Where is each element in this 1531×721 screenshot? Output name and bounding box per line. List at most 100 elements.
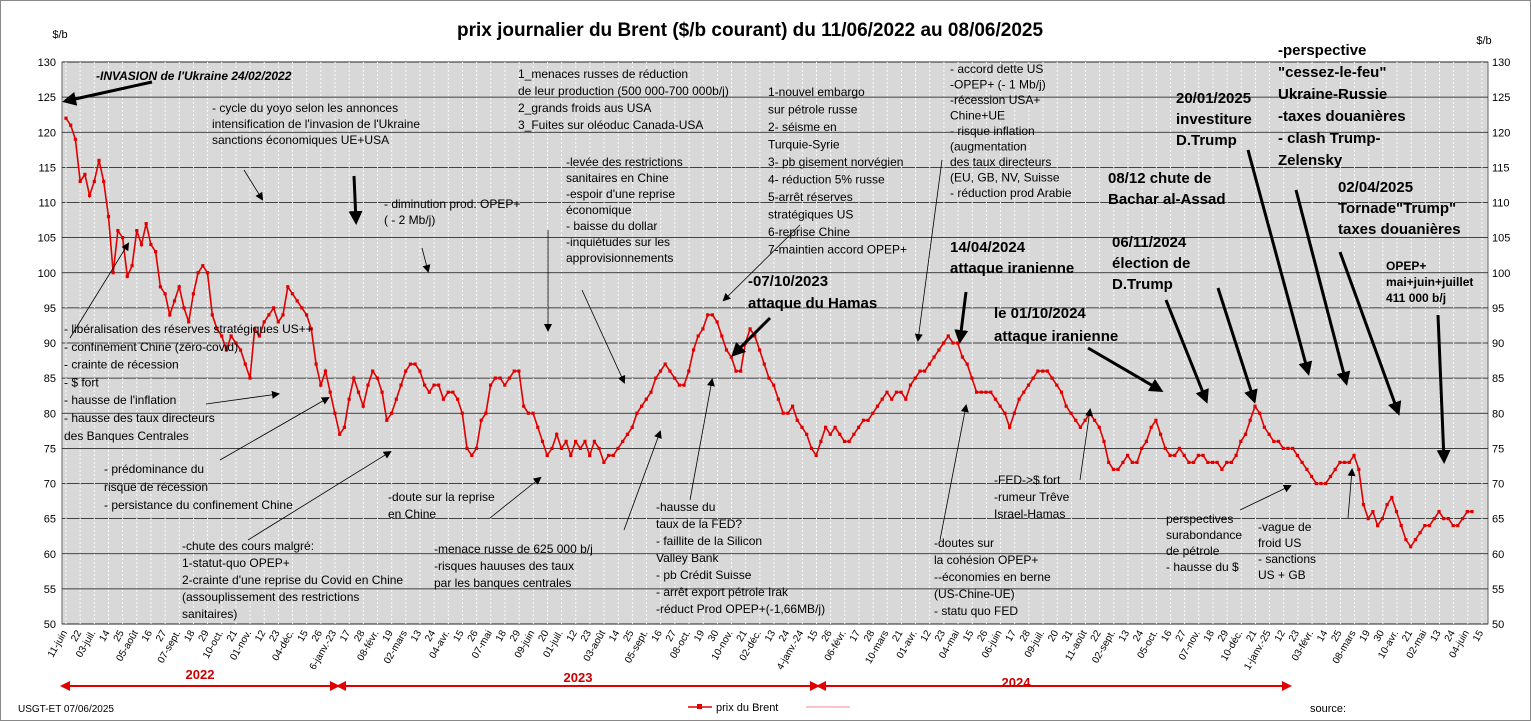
data-point — [290, 292, 295, 296]
x-tick-label: 15 — [805, 628, 820, 644]
data-point — [305, 313, 309, 317]
data-point — [1442, 517, 1446, 521]
y-tick-label-right: 110 — [1492, 198, 1510, 210]
annotation-investiture: investiture — [1176, 111, 1252, 128]
data-point — [205, 271, 210, 275]
data-point — [286, 285, 290, 289]
data-point — [220, 334, 224, 338]
x-tick-label: 20 — [1046, 628, 1061, 644]
annotation-cycle: intensification de l'invasion de l'Ukrai… — [212, 117, 420, 131]
data-point — [1427, 524, 1432, 528]
annotation-embargo: 6-reprise Chine — [768, 225, 850, 239]
data-point — [951, 341, 955, 345]
y-tick-label-left: 80 — [44, 408, 56, 420]
data-point — [998, 404, 1002, 408]
data-point — [1064, 404, 1068, 408]
data-point — [201, 264, 205, 268]
data-point — [144, 222, 148, 226]
data-point — [1163, 446, 1167, 450]
y-tick-label-left: 85 — [44, 373, 56, 385]
data-point — [423, 383, 427, 387]
x-tick-label: 14 — [97, 628, 112, 644]
data-point — [852, 432, 856, 436]
data-point — [323, 369, 328, 373]
annotation-levee: -inquiétudes sur les — [566, 235, 670, 249]
data-point — [413, 362, 417, 366]
data-point — [352, 376, 356, 380]
annotation-menaces: 2_grands froids aus USA — [518, 101, 651, 115]
x-tick-label: 24 — [423, 628, 438, 644]
annotation-menaces: 1_menaces russes de réduction — [518, 67, 688, 81]
annotation-hamas: -07/10/2023 — [748, 273, 828, 290]
data-point — [654, 376, 658, 380]
data-point — [441, 397, 445, 401]
data-point — [73, 137, 77, 141]
data-point — [1380, 517, 1384, 521]
x-tick-label: 27 — [154, 628, 169, 644]
data-point — [644, 397, 648, 401]
x-tick-label: 31 — [1060, 628, 1075, 644]
annotation-tornade: taxes douanières — [1338, 221, 1461, 238]
data-point — [229, 334, 233, 338]
data-point — [890, 397, 894, 401]
annotation-diminution: ( - 2 Mb/j) — [384, 213, 435, 227]
data-point — [899, 390, 903, 394]
annotation-investiture: 20/01/2025 — [1176, 90, 1251, 107]
data-point — [696, 334, 700, 338]
x-tick-label: 16 — [140, 628, 155, 644]
annotation-froid: US + GB — [1258, 568, 1306, 582]
y-tick-label-right: 100 — [1492, 268, 1510, 280]
annotation-embargo: sur pétrole russe — [768, 103, 858, 117]
x-tick-label: 13 — [1117, 628, 1132, 644]
y-tick-label-left: 75 — [44, 443, 56, 455]
annotation-iran1: 14/04/2024 — [950, 239, 1026, 256]
data-point — [866, 418, 870, 422]
data-point — [691, 348, 696, 352]
data-point — [781, 411, 785, 415]
data-point — [1116, 467, 1120, 471]
data-point — [531, 411, 535, 415]
data-point — [1432, 517, 1436, 521]
data-point — [1149, 425, 1153, 429]
year-arrowhead — [1282, 681, 1292, 691]
annotation-election: 06/11/2024 — [1112, 234, 1187, 251]
data-point — [154, 250, 158, 254]
annotation-chute: 1-statut-quo OPEP+ — [182, 556, 290, 570]
x-tick-label: 18 — [1202, 628, 1217, 644]
data-point — [578, 446, 582, 450]
annotation-iran2: attaque iranienne — [994, 328, 1118, 345]
annotation-doutes: --économies en berne — [934, 570, 1051, 584]
data-point — [1338, 460, 1342, 464]
data-point — [1295, 453, 1299, 457]
annotation-tornade: Tornade"Trump" — [1338, 200, 1456, 217]
data-point — [1399, 524, 1403, 528]
annotation-arrow — [247, 450, 392, 541]
annotation-arrow — [1239, 484, 1292, 511]
data-point — [224, 348, 228, 352]
annotation-levee: sanitaires en Chine — [566, 171, 669, 185]
data-point — [319, 383, 323, 387]
data-point — [1343, 460, 1347, 464]
data-point — [559, 446, 563, 450]
data-point — [1314, 481, 1318, 486]
data-point — [1102, 439, 1106, 443]
y-tick-label-right: 80 — [1492, 408, 1504, 420]
y-tick-label-left: 95 — [44, 303, 56, 315]
annotation-election: élection de — [1112, 255, 1190, 272]
data-point — [1045, 369, 1049, 373]
annotation-levee: approvisionnements — [566, 251, 673, 265]
data-point — [446, 390, 450, 394]
data-point — [932, 355, 936, 359]
x-tick-label: 29 — [1216, 628, 1231, 644]
x-tick-label: 15 — [1471, 628, 1486, 644]
data-point — [92, 179, 96, 183]
y-tick-label-right: 115 — [1492, 162, 1510, 174]
data-point — [262, 320, 266, 324]
annotation-menace625: -menace russe de 625 000 b/j — [434, 542, 593, 556]
y-tick-label-left: 105 — [38, 233, 56, 245]
data-point — [1465, 510, 1469, 514]
data-point — [149, 243, 153, 247]
data-point — [701, 327, 705, 331]
data-point — [1074, 418, 1078, 422]
